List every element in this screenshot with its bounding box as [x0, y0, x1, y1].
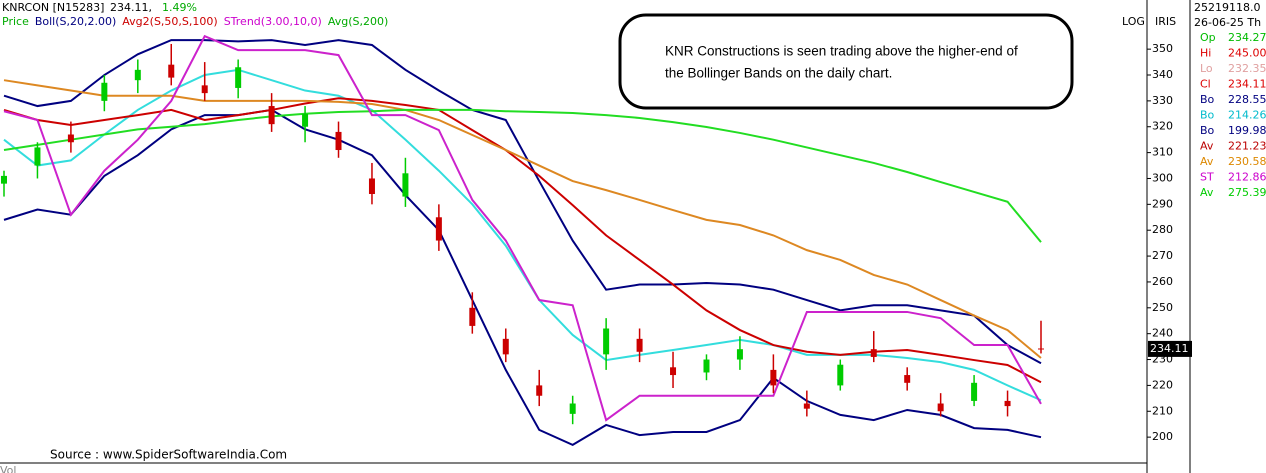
candle-body	[569, 403, 576, 414]
info-label: Av	[1200, 140, 1214, 153]
info-value: 221.23	[1228, 140, 1266, 153]
y-tick-label: 220	[1152, 378, 1173, 391]
y-tick-label: 250	[1152, 301, 1173, 314]
legend-item: Avg(S,200)	[328, 15, 388, 28]
candle-body	[335, 131, 342, 151]
candle-body	[134, 69, 141, 81]
y-tick-label: 270	[1152, 249, 1173, 262]
info-label: Av	[1200, 155, 1214, 168]
info-value: 228.55	[1228, 93, 1266, 106]
candle-body	[770, 369, 777, 386]
indicator-line	[3, 34, 1042, 422]
toolbar-item[interactable]: IRIS	[1155, 15, 1176, 28]
candle-body	[402, 173, 409, 197]
candle-body	[870, 349, 877, 357]
price-tag: 234.11	[1150, 342, 1189, 355]
legend: Price Boll(S,20,2.00) Avg2(S,50,S,100) STre…	[2, 15, 388, 28]
y-tick-label: 310	[1152, 146, 1173, 159]
last-price: 234.11,	[110, 1, 152, 14]
candle-body	[703, 359, 710, 373]
candle-body	[670, 367, 677, 376]
info-label: Hi	[1200, 47, 1211, 60]
indicator-line	[3, 39, 1042, 365]
plot-area	[1, 34, 1044, 447]
info-value: 230.58	[1228, 155, 1266, 168]
y-tick-label: 260	[1152, 275, 1173, 288]
info-value: 245.00	[1228, 47, 1266, 60]
info-label: Bo	[1200, 124, 1215, 137]
y-tick-label: 320	[1152, 120, 1173, 133]
indicator-line	[3, 97, 1042, 384]
info-label: Op	[1200, 31, 1216, 44]
toolbar-item[interactable]: LOG	[1122, 15, 1145, 28]
info-label: Av	[1200, 186, 1214, 199]
candle-body	[937, 403, 944, 412]
info-label: ST	[1200, 171, 1214, 184]
info-rows: Op 234.27 Hi 245.00 Lo 232.35 Cl 234.11 Bo 228.55…	[1200, 31, 1266, 199]
info-value: 234.11	[1228, 78, 1266, 91]
candle-body	[368, 178, 375, 194]
indicator-line	[3, 79, 1042, 359]
info-value: 199.98	[1228, 124, 1266, 137]
y-tick-label: 280	[1152, 223, 1173, 236]
annotation-box	[618, 13, 1074, 110]
info-label: Lo	[1200, 62, 1213, 75]
info-value: 232.35	[1228, 62, 1266, 75]
candle-body	[971, 382, 978, 401]
y-tick-label: 300	[1152, 171, 1173, 184]
legend-item: Boll(S,20,2.00)	[35, 15, 116, 28]
candle-body	[34, 147, 41, 166]
candle-body	[803, 403, 810, 409]
info-label: Cl	[1200, 78, 1211, 91]
volume-label: Vol	[0, 464, 16, 473]
legend-item: STrend(3.00,10,0)	[224, 15, 322, 28]
candle-body	[469, 307, 476, 326]
candle-body	[1038, 348, 1044, 350]
source: Source : www.SpiderSoftwareIndia.Com	[50, 448, 287, 462]
candle-body	[201, 85, 208, 94]
candle-body	[536, 385, 543, 396]
candle-body	[101, 82, 108, 101]
legend-item: Price	[2, 15, 29, 28]
candle-body	[837, 364, 844, 386]
indicator-line	[3, 108, 1042, 243]
y-tick-label: 330	[1152, 94, 1173, 107]
y-tick-label: 240	[1152, 327, 1173, 340]
candle-body	[435, 217, 442, 241]
y-tick-label: 200	[1152, 430, 1173, 443]
candle-body	[67, 134, 74, 143]
info-volume: 25219118.0	[1194, 1, 1260, 14]
candle-body	[904, 375, 911, 383]
candle-body	[235, 67, 242, 88]
candle-body	[1, 175, 7, 184]
y-tick-label: 210	[1152, 404, 1173, 417]
y-tick-label: 350	[1152, 42, 1173, 55]
legend-item: Avg2(S,50,S,100)	[122, 15, 217, 28]
info-value: 212.86	[1228, 171, 1266, 184]
info-value: 275.39	[1228, 186, 1266, 199]
y-tick-label: 340	[1152, 68, 1173, 81]
y-tick-label: 290	[1152, 197, 1173, 210]
candle-body	[736, 349, 743, 360]
candle-body	[1004, 400, 1011, 407]
info-value: 214.26	[1228, 109, 1266, 122]
candle-body	[603, 328, 610, 355]
candle-body	[168, 64, 175, 78]
price-tag-bg	[1148, 340, 1192, 357]
annotation-line: the Bollinger Bands on the daily chart.	[665, 66, 892, 81]
info-label: Bo	[1200, 93, 1215, 106]
change: 1.49%	[162, 1, 197, 14]
info-date: 26-06-25 Th	[1194, 16, 1261, 29]
info-label: Bo	[1200, 109, 1215, 122]
symbol: KNRCON [N15283]	[2, 1, 104, 14]
candle-body	[636, 338, 643, 352]
candle-body	[502, 338, 509, 355]
annotation-line: KNR Constructions is seen trading above …	[665, 44, 1018, 59]
info-value: 234.27	[1228, 31, 1266, 44]
candle-body	[268, 106, 275, 125]
candle-body	[302, 113, 309, 127]
